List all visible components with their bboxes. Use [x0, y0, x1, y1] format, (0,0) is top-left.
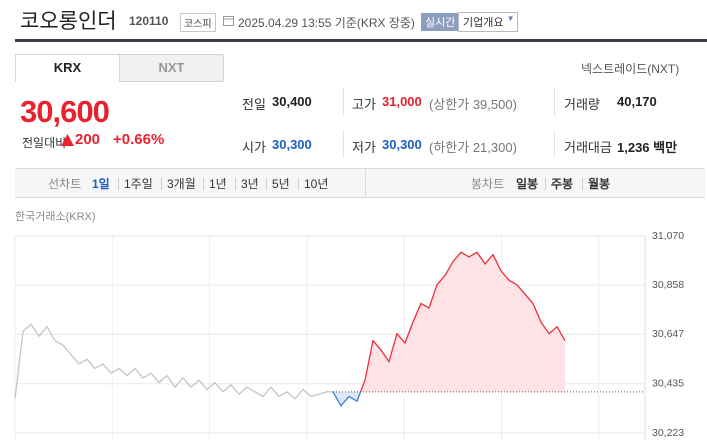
stat-label: 거래량 — [564, 97, 600, 112]
stat-value: 30,300 — [382, 137, 422, 152]
stock-code: 120110 — [129, 14, 169, 28]
period-bar — [15, 168, 705, 198]
chart-subtitle: 한국거래소(KRX) — [15, 211, 96, 223]
separator — [365, 169, 366, 197]
realtime-badge: 실시간 — [421, 13, 460, 31]
market-badge: 코스피 — [180, 13, 216, 32]
period-option[interactable]: 일봉 — [516, 177, 539, 191]
header-rule — [15, 39, 707, 42]
overview-text: 기업개요 — [463, 17, 504, 29]
separator — [298, 178, 299, 190]
current-price: 30,600 — [20, 94, 110, 129]
separator — [266, 178, 267, 190]
period-option[interactable]: 10년 — [304, 177, 329, 191]
price-line — [332, 251, 566, 407]
separator — [545, 178, 546, 190]
nxt-link[interactable]: 넥스트레이드(NXT) — [581, 62, 680, 76]
period-option[interactable]: 5년 — [272, 177, 290, 191]
separator — [118, 178, 119, 190]
up-arrow — [61, 134, 74, 146]
separator — [203, 178, 204, 190]
stock-name: 코오롱인더 — [20, 10, 117, 33]
overview-button[interactable]: 기업개요 ▼ — [458, 12, 519, 32]
period-option[interactable]: 1주일 — [124, 177, 153, 191]
stat-value: 30,400 — [272, 94, 312, 109]
y-tick-label: 30,435 — [652, 377, 684, 389]
candle-chart-label: 봉차트 — [471, 177, 505, 191]
separator — [554, 88, 555, 116]
stat-label: 시가 — [242, 140, 266, 155]
period-option[interactable]: 월봉 — [588, 177, 611, 191]
separator — [161, 178, 162, 190]
stat-label: 전일 — [242, 97, 266, 112]
change-value: 200 — [75, 131, 101, 148]
separator — [235, 178, 236, 190]
period-option[interactable]: 1일 — [92, 177, 110, 191]
y-tick-label: 31,070 — [652, 230, 684, 242]
change-label: 전일대비 — [22, 136, 67, 150]
tab-krx[interactable]: KRX — [15, 54, 120, 82]
separator — [343, 88, 344, 116]
calendar-icon — [223, 16, 234, 26]
separator — [343, 130, 344, 158]
separator — [554, 130, 555, 158]
timestamp: 2025.04.29 13:55 기준(KRX 장중) — [238, 16, 415, 30]
stat-value: 30,300 — [272, 137, 312, 152]
separator — [582, 178, 583, 190]
area — [333, 252, 565, 406]
period-option[interactable]: 3개월 — [167, 177, 196, 191]
y-tick-label: 30,858 — [652, 279, 684, 291]
period-option[interactable]: 주봉 — [551, 177, 574, 191]
period-option[interactable]: 1년 — [209, 177, 227, 191]
stat-label: 저가 — [352, 140, 376, 155]
stat-note: (하한가 21,300) — [429, 140, 517, 155]
tab-nxt[interactable]: NXT — [119, 54, 224, 82]
y-tick-label: 30,647 — [652, 328, 684, 340]
stat-value: 31,000 — [382, 94, 422, 109]
change-pct: +0.66% — [113, 131, 165, 148]
dropdown-arrow: ▼ — [506, 14, 515, 23]
stat-value: 40,170 — [617, 94, 657, 109]
period-option[interactable]: 3년 — [241, 177, 259, 191]
stat-value: 1,236 백만 — [617, 140, 678, 155]
line-chart-label: 선차트 — [48, 177, 82, 191]
price-line — [14, 323, 335, 400]
y-tick-label: 30,223 — [652, 427, 684, 439]
stat-label: 고가 — [352, 97, 376, 112]
stat-note: (상한가 39,500) — [429, 97, 517, 112]
stat-label: 거래대금 — [564, 140, 612, 155]
